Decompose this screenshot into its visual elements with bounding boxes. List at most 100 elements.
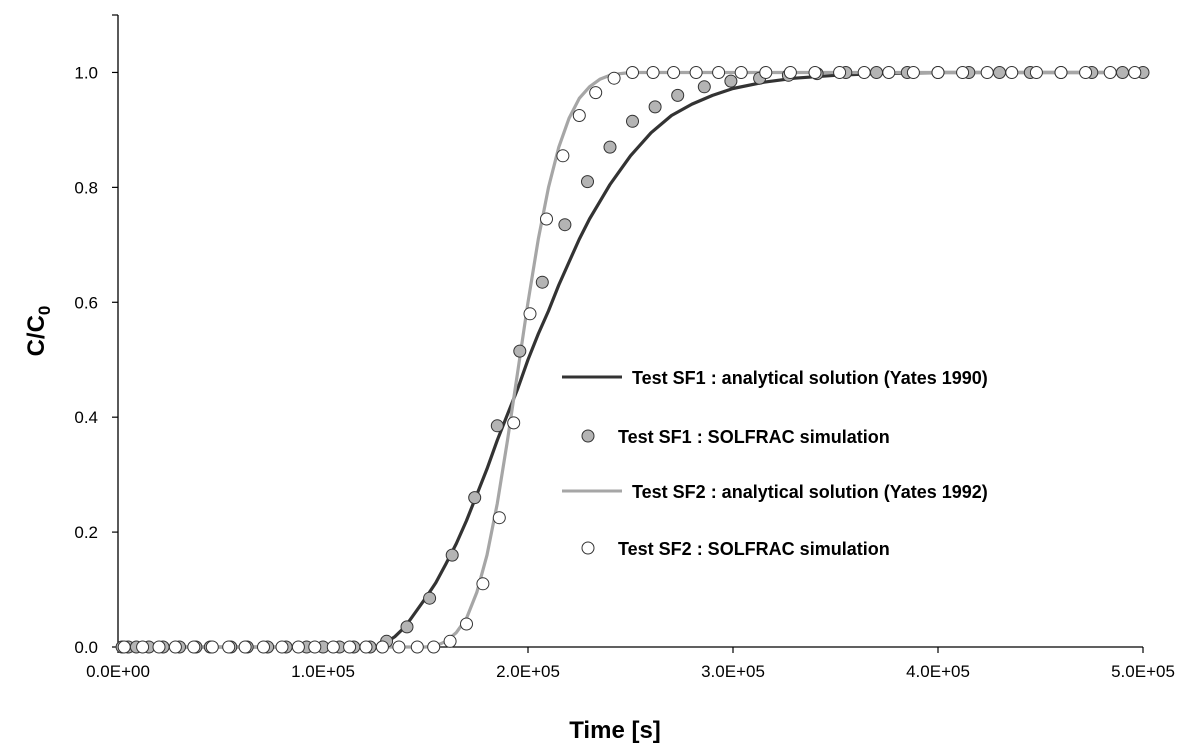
data-point [956,66,970,79]
data-point [870,66,883,79]
data-point [712,66,726,79]
data-point [783,66,797,79]
data-point [540,212,553,226]
data-point [1054,66,1068,79]
data-point [445,548,459,562]
data-point [326,640,340,654]
x-tick-label: 3.0E+05 [701,662,765,681]
x-tick-label: 1.0E+05 [291,662,355,681]
data-point [671,88,685,102]
data-point [607,71,621,85]
data-point [1103,66,1117,79]
legend-marker-sf2-simulation [581,541,595,555]
y-axis-title-main: C/C [23,315,50,356]
data-point [906,66,920,79]
y-ticks: 0.0 0.2 0.4 0.6 0.8 1.0 [74,14,118,657]
data-point [808,66,822,79]
y-tick-label: 0.6 [74,293,98,312]
data-point [523,307,537,321]
data-point [759,66,773,79]
data-point [490,419,504,433]
y-tick-label: 0.2 [74,523,98,542]
data-point [476,577,490,591]
legend: Test SF1 : analytical solution (Yates 19… [562,368,988,559]
legend-label-sf1-analytical: Test SF1 : analytical solution (Yates 19… [632,368,988,388]
legend-marker-sf1-simulation [581,429,595,443]
legend-label-sf2-analytical: Test SF2 : analytical solution (Yates 19… [632,482,988,502]
x-tick-label: 5.0E+05 [1111,662,1175,681]
y-axis-title: C/C0 [23,306,54,357]
x-tick-label: 2.0E+05 [496,662,560,681]
data-point [187,640,201,654]
series-line-0 [116,70,1145,649]
y-tick-label: 0.0 [74,638,98,657]
data-point [375,640,389,654]
data-point [535,275,549,289]
data-point [343,640,357,654]
data-point [833,66,847,79]
data-point [646,66,660,79]
data-point [117,640,131,654]
data-point [626,66,639,79]
data-point [1005,66,1019,79]
data-point [443,634,457,648]
data-point [603,140,617,154]
data-point [558,218,572,232]
data-point [993,66,1006,79]
x-ticks: 0.0E+00 1.0E+05 2.0E+05 3.0E+05 4.0E+05 5.0E+… [86,647,1175,681]
data-point [136,640,150,654]
data-point [400,620,414,634]
data-point [275,640,289,654]
data-point [556,149,570,163]
data-point [724,74,738,88]
data-point [734,66,748,79]
data-point [205,640,219,654]
data-point [222,640,236,654]
data-point [667,66,681,79]
data-point [581,175,594,189]
data-point [980,66,994,79]
y-axis-title-subscript: 0 [35,306,54,315]
y-tick-label: 1.0 [74,63,98,82]
data-point [492,511,506,525]
data-point [152,640,166,654]
data-point [238,640,252,654]
series-points [115,66,1150,654]
data-point [468,491,482,505]
data-point [168,640,182,654]
y-tick-label: 0.4 [74,408,98,427]
data-point [648,100,662,114]
data-point [882,66,896,79]
data-point [460,617,473,631]
data-point [359,640,373,654]
x-tick-label: 4.0E+05 [906,662,970,681]
data-point [1116,66,1129,79]
data-point [513,344,527,358]
data-point [410,640,424,654]
data-point [308,640,322,654]
data-point [423,591,437,605]
data-point [427,640,441,654]
data-point [572,109,586,122]
data-point [1128,66,1142,79]
x-axis-title: Time [s] [569,717,661,744]
series-lines [116,70,1145,649]
y-tick-label: 0.8 [74,178,98,197]
data-point [392,640,406,654]
legend-label-sf1-simulation: Test SF1 : SOLFRAC simulation [618,427,890,447]
data-point [291,640,305,654]
data-point [1029,66,1043,79]
data-point [857,66,871,79]
data-point [589,86,603,100]
data-point [689,66,703,79]
series-line-2 [116,70,1145,649]
data-point [507,416,521,430]
data-point [626,114,639,128]
data-point [1079,66,1093,79]
legend-label-sf2-simulation: Test SF2 : SOLFRAC simulation [618,539,890,559]
data-point [931,66,945,79]
data-point [257,640,270,654]
x-tick-label: 0.0E+00 [86,662,150,681]
data-point [697,80,711,94]
